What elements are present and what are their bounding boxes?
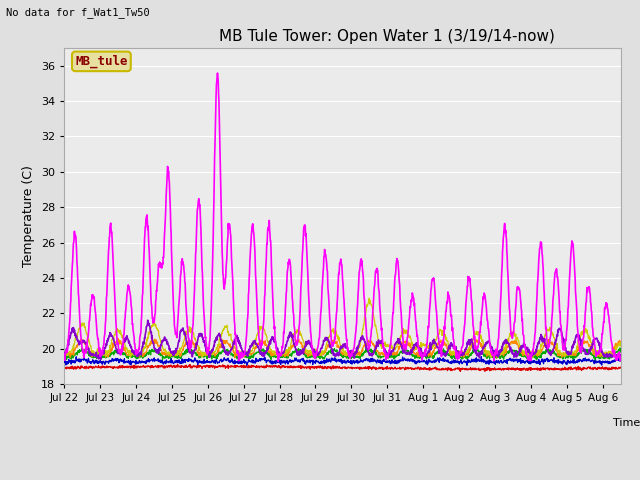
Wat1_Ts-32	[104, 364, 112, 370]
Wat1_Ts-16	[617, 358, 625, 364]
Wat1_Ts-8	[60, 352, 68, 358]
Text: MB_tule: MB_tule	[75, 55, 127, 68]
Wat1_Ts0	[114, 336, 122, 341]
Wat1_Tw100	[269, 315, 277, 321]
Wat1_Tw+30	[116, 348, 124, 354]
Wat1_Tw+30	[144, 317, 152, 323]
Wat1_Ts-8	[104, 352, 112, 358]
Wat1_Ts-8	[525, 352, 533, 358]
Wat1_Ts-16	[104, 359, 112, 364]
Wat1_Tw+10	[104, 348, 112, 354]
Wat1_Tw100	[214, 70, 221, 76]
Wat1_Ts-16	[269, 359, 277, 364]
Wat1_Ts0	[269, 352, 277, 358]
Wat1_Ts-32	[617, 364, 625, 370]
Wat1_Ts-16	[463, 362, 471, 368]
Text: No data for f_Wat1_Tw50: No data for f_Wat1_Tw50	[6, 7, 150, 18]
Wat1_Ts-32	[173, 361, 181, 367]
Wat1_Ts0	[493, 355, 501, 361]
Wat1_Tw+10	[116, 329, 124, 335]
Line: Wat1_Tw100: Wat1_Tw100	[64, 73, 621, 361]
Wat1_Tw+10	[617, 343, 625, 349]
Line: Wat1_Ts0: Wat1_Ts0	[64, 338, 621, 358]
Line: Wat1_Tw+30: Wat1_Tw+30	[64, 320, 621, 360]
Wat1_Tw+30	[97, 357, 104, 362]
Wat1_Tw100	[60, 357, 68, 363]
Wat1_Ts-8	[601, 353, 609, 359]
Wat1_Ts-32	[60, 364, 68, 370]
Wat1_Tw+30	[601, 352, 609, 358]
Wat1_Ts-32	[508, 367, 516, 372]
Wat1_Tw+10	[526, 354, 534, 360]
Wat1_Ts0	[60, 350, 68, 356]
Wat1_Tw+10	[529, 355, 536, 360]
Wat1_Tw100	[508, 334, 516, 339]
Wat1_Ts0	[617, 340, 625, 346]
Wat1_Tw+10	[601, 350, 609, 356]
Wat1_Ts0	[508, 338, 516, 344]
Wat1_Ts-8	[508, 348, 515, 353]
Wat1_Tw+30	[526, 351, 534, 357]
Line: Wat1_Ts-32: Wat1_Ts-32	[64, 364, 621, 372]
Wat1_Ts-32	[457, 369, 465, 374]
Wat1_Ts-8	[617, 349, 625, 355]
Wat1_Tw+30	[270, 336, 278, 342]
Wat1_Ts-16	[477, 354, 485, 360]
Title: MB Tule Tower: Open Water 1 (3/19/14-now): MB Tule Tower: Open Water 1 (3/19/14-now…	[219, 29, 555, 44]
Wat1_Tw+10	[365, 295, 373, 301]
Wat1_Ts0	[526, 352, 534, 358]
Wat1_Ts-8	[116, 348, 124, 354]
Wat1_Ts-8	[545, 345, 552, 350]
Wat1_Ts-8	[591, 357, 599, 363]
Wat1_Tw100	[116, 347, 124, 352]
Wat1_Ts-16	[60, 360, 68, 365]
Wat1_Ts-16	[601, 360, 609, 366]
Wat1_Tw100	[104, 264, 112, 270]
Wat1_Ts0	[116, 340, 124, 346]
Wat1_Ts-8	[269, 353, 277, 359]
Wat1_Ts-32	[269, 363, 277, 369]
Wat1_Ts-32	[601, 365, 609, 371]
Wat1_Tw+10	[269, 349, 277, 355]
Wat1_Tw100	[617, 354, 625, 360]
Line: Wat1_Tw+10: Wat1_Tw+10	[64, 298, 621, 358]
Wat1_Ts-16	[526, 361, 534, 367]
Wat1_Ts-32	[526, 367, 534, 372]
Wat1_Tw100	[601, 305, 609, 311]
Wat1_Ts-16	[508, 358, 516, 364]
Wat1_Tw+30	[508, 347, 516, 353]
Line: Wat1_Ts-8: Wat1_Ts-8	[64, 348, 621, 360]
Wat1_Tw+30	[60, 350, 68, 356]
Wat1_Tw100	[275, 359, 282, 364]
X-axis label: Time: Time	[612, 418, 640, 428]
Wat1_Tw100	[526, 358, 534, 363]
Wat1_Ts-32	[116, 363, 124, 369]
Wat1_Tw+30	[104, 337, 112, 343]
Wat1_Tw+10	[508, 332, 515, 338]
Line: Wat1_Ts-16: Wat1_Ts-16	[64, 357, 621, 365]
Wat1_Ts-16	[116, 357, 124, 362]
Wat1_Ts0	[601, 350, 609, 356]
Wat1_Tw+10	[60, 349, 68, 355]
Y-axis label: Temperature (C): Temperature (C)	[22, 165, 35, 267]
Wat1_Tw+30	[617, 352, 625, 358]
Wat1_Ts0	[104, 353, 112, 359]
